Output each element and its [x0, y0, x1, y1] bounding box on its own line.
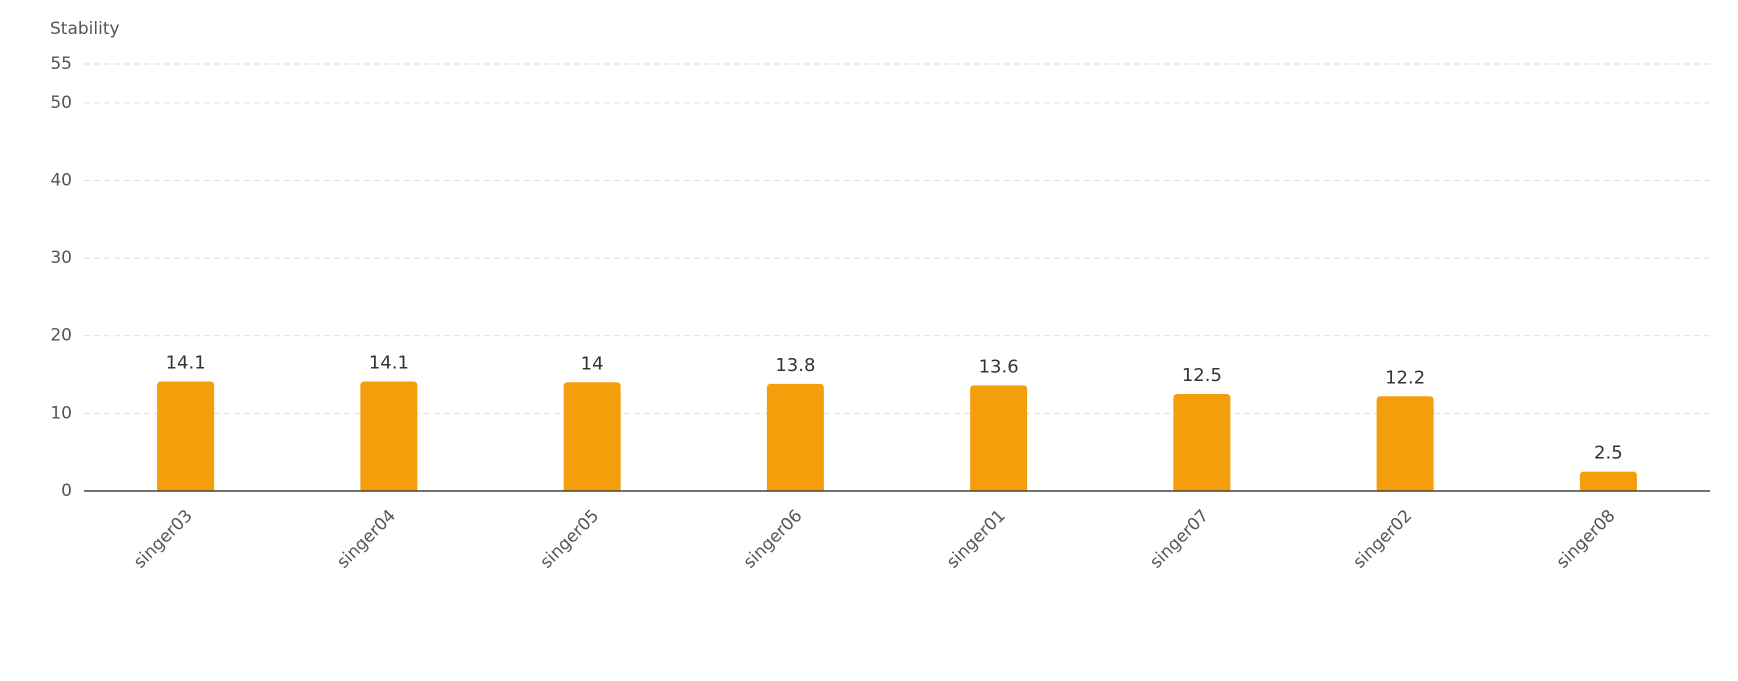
x-tick-label: singer04: [333, 506, 400, 573]
y-axis-label: Stability: [50, 19, 120, 39]
bar: [1173, 393, 1231, 491]
y-tick-label: 0: [61, 481, 72, 501]
bar: [1376, 396, 1434, 491]
x-tick-label: singer07: [1146, 506, 1213, 573]
value-label: 12.5: [1182, 365, 1222, 386]
y-tick-label: 50: [50, 93, 72, 113]
y-tick-label: 30: [50, 248, 72, 268]
bar: [766, 383, 824, 491]
value-label: 13.8: [775, 355, 815, 376]
x-tick-label: singer01: [943, 506, 1010, 573]
bar: [1579, 471, 1637, 491]
x-tick-label: singer05: [537, 506, 604, 573]
x-tick-label: singer02: [1350, 506, 1417, 573]
value-label: 12.2: [1385, 367, 1425, 388]
y-tick-label: 55: [50, 54, 72, 74]
x-tick-label: singer08: [1553, 506, 1620, 573]
x-tick-label: singer06: [740, 506, 807, 573]
bar: [970, 385, 1028, 491]
value-label: 13.6: [979, 356, 1019, 377]
y-tick-label: 40: [50, 170, 72, 190]
x-tick-label: singer03: [130, 506, 197, 573]
bar: [157, 381, 215, 491]
value-label: 14.1: [166, 353, 206, 374]
y-tick-label: 10: [50, 403, 72, 423]
y-tick-label: 20: [50, 326, 72, 346]
value-label: 2.5: [1594, 443, 1623, 464]
value-label: 14.1: [369, 353, 409, 374]
bar: [360, 381, 418, 491]
bar: [563, 382, 621, 491]
value-label: 14: [581, 353, 604, 374]
